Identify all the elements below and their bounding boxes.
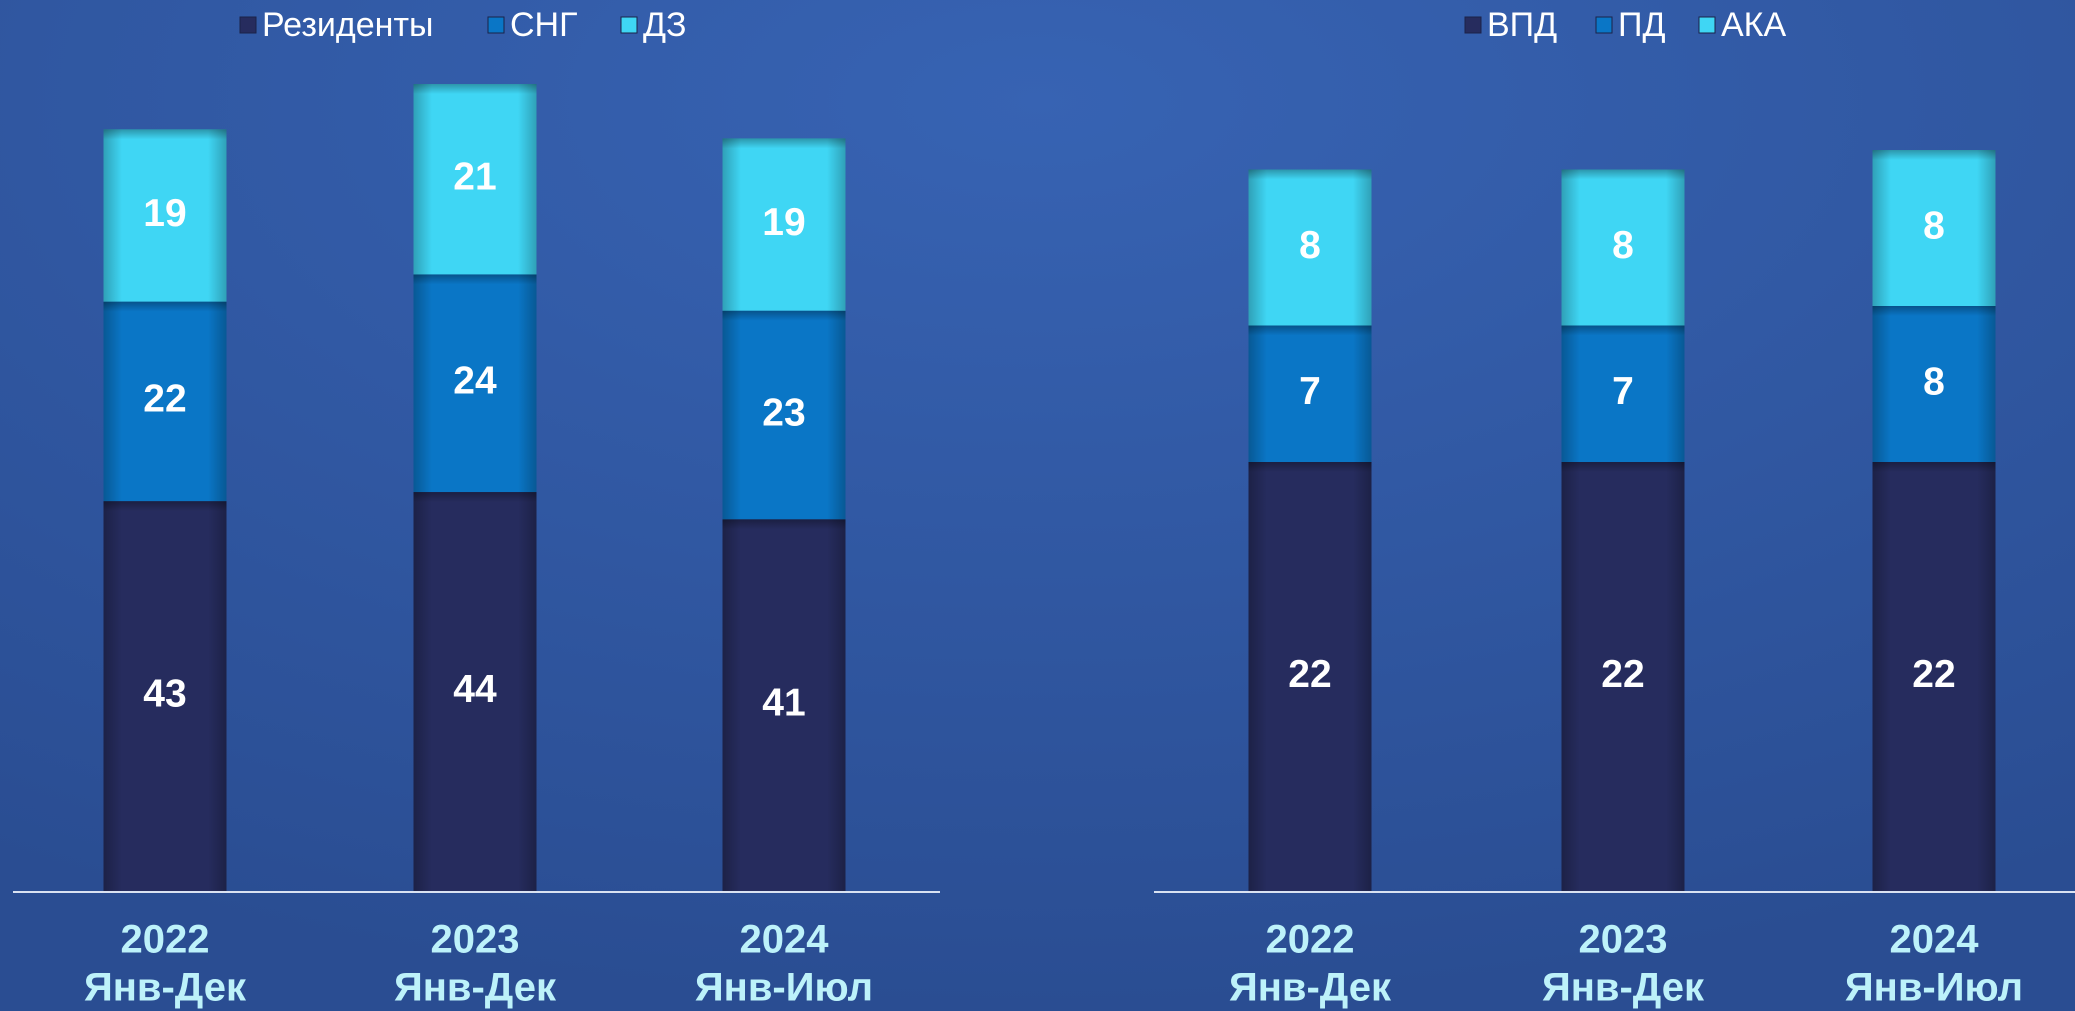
legend-label: ПД [1618, 6, 1665, 44]
bar-bevel [1872, 462, 1996, 472]
bar-bevel [1561, 169, 1685, 180]
bar-bevel [1248, 169, 1372, 180]
bar-bevel [1248, 325, 1372, 336]
bar-shade [1561, 325, 1685, 462]
bar-shade [1248, 169, 1372, 326]
category-label: Янв-Дек [84, 966, 247, 1010]
bar-bevel [1561, 462, 1685, 472]
bar-bevel [103, 501, 227, 512]
category-label: 2023 [431, 918, 520, 962]
category-label: 2023 [1579, 918, 1668, 962]
value-label: 8 [1612, 224, 1634, 267]
category-label: Янв-Дек [1229, 966, 1392, 1010]
legend-swatch [487, 16, 505, 34]
legend-swatch [239, 16, 257, 34]
bar-shade [413, 492, 537, 891]
legend-label: ДЗ [643, 6, 687, 44]
bar-shade [103, 501, 227, 891]
bar-bevel [1561, 325, 1685, 336]
bar-bevel [722, 519, 846, 530]
category-label: 2022 [121, 918, 210, 962]
category-label: Янв-Июл [695, 966, 873, 1010]
bar-bevel [413, 492, 537, 503]
legend-label: Резиденты [262, 6, 433, 44]
legend-swatch [620, 16, 638, 34]
bar-shade [1872, 306, 1996, 462]
bar-bevel [413, 274, 537, 285]
legend-swatch [1698, 16, 1716, 34]
value-label: 19 [762, 201, 805, 244]
bar-shade [1248, 462, 1372, 891]
value-label: 44 [453, 668, 497, 711]
bar-bevel [1872, 150, 1996, 160]
category-label: Янв-Июл [1845, 966, 2023, 1010]
bar-bevel [103, 129, 227, 140]
value-label: 8 [1923, 204, 1945, 247]
value-label: 8 [1923, 360, 1945, 403]
value-label: 22 [1288, 653, 1331, 696]
bar-bevel [103, 301, 227, 312]
bar-bevel [722, 138, 846, 149]
value-label: 22 [1601, 653, 1644, 696]
legend-label: ВПД [1487, 6, 1557, 44]
value-label: 43 [143, 672, 186, 715]
value-label: 21 [453, 156, 496, 199]
value-label: 19 [143, 192, 186, 235]
bar-shade [103, 129, 227, 302]
bar-shade [1872, 462, 1996, 891]
bar-shade [722, 138, 846, 311]
bar-bevel [413, 84, 537, 94]
value-label: 41 [762, 681, 805, 724]
category-label: 2024 [740, 918, 830, 962]
value-label: 7 [1612, 370, 1634, 413]
category-label: Янв-Дек [394, 966, 557, 1010]
bar-shade [103, 301, 227, 502]
legend-label: АКА [1721, 6, 1786, 44]
category-label: Янв-Дек [1542, 966, 1705, 1010]
bar-shade [1248, 325, 1372, 462]
bar-shade [1872, 150, 1996, 306]
category-label: 2024 [1890, 918, 1980, 962]
bar-shade [1561, 462, 1685, 891]
value-label: 8 [1299, 224, 1321, 267]
bar-bevel [722, 310, 846, 321]
category-label: 2022 [1266, 918, 1355, 962]
value-label: 22 [143, 378, 186, 421]
bar-shade [1561, 169, 1685, 326]
value-label: 23 [762, 391, 805, 434]
bar-shade [413, 84, 537, 275]
legend-label: СНГ [510, 6, 578, 44]
bar-bevel [1872, 306, 1996, 316]
bar-shade [722, 310, 846, 520]
legend-swatch [1595, 16, 1613, 34]
bar-bevel [1248, 462, 1372, 472]
value-label: 22 [1912, 653, 1955, 696]
value-label: 24 [453, 360, 497, 403]
value-label: 7 [1299, 370, 1321, 413]
bar-shade [413, 274, 537, 493]
bar-shade [722, 519, 846, 891]
legend-swatch [1464, 16, 1482, 34]
